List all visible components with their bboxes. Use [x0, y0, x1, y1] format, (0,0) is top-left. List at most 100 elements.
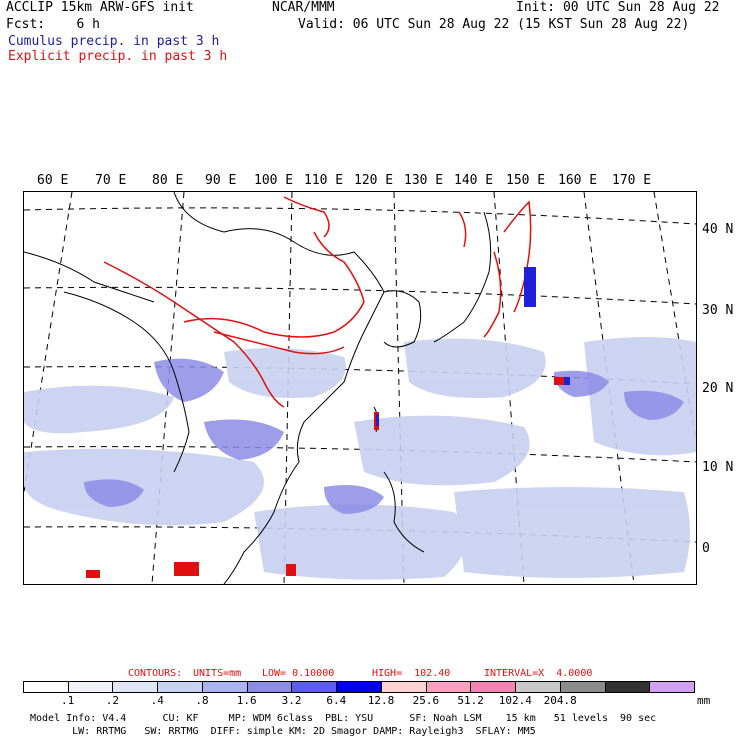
- parallel-line: [24, 207, 696, 225]
- cumulus-legend: Cumulus precip. in past 3 h: [8, 34, 220, 49]
- explicit-contour: [458, 211, 467, 248]
- explicit-cell: [554, 377, 566, 385]
- lat-label: 20 N: [702, 381, 734, 396]
- explicit-contour: [103, 261, 285, 408]
- explicit-legend: Explicit precip. in past 3 h: [8, 49, 228, 64]
- heavy-cell: [524, 267, 536, 307]
- coastline: [173, 192, 385, 584]
- precip-patch: [254, 504, 467, 580]
- explicit-cell: [86, 570, 100, 578]
- map-canvas: [24, 192, 696, 584]
- precip-patch: [24, 448, 264, 526]
- precip-patch: [354, 415, 530, 486]
- lat-label: 0: [702, 541, 710, 556]
- lon-label: 110 E: [304, 173, 344, 188]
- precip-patch: [224, 348, 346, 398]
- colorbar-tick: 51.2: [457, 694, 484, 707]
- contours-units: UNITS=mm: [193, 668, 242, 679]
- colorbar-swatch: [24, 682, 69, 692]
- heavy-cell: [376, 414, 379, 426]
- colorbar-swatch: [247, 682, 293, 692]
- precip-patch: [24, 385, 174, 434]
- colorbar-swatch: [650, 682, 695, 692]
- lon-label: 160 E: [558, 173, 598, 188]
- parallel-line: [24, 446, 696, 463]
- lon-label: 80 E: [152, 173, 184, 188]
- precip-patch: [624, 390, 684, 420]
- explicit-cell: [174, 562, 199, 576]
- precip-patch: [154, 358, 224, 402]
- colorbar-swatch: [113, 682, 159, 692]
- colorbar-swatch: [158, 682, 203, 692]
- explicit-precip: [103, 196, 532, 408]
- explicit-contour: [213, 331, 345, 355]
- lon-label: 120 E: [354, 173, 394, 188]
- explicit-contour: [183, 231, 365, 338]
- init-time: Init: 00 UTC Sun 28 Aug 22: [516, 0, 720, 15]
- island-outline: [383, 471, 425, 553]
- precip-patch: [404, 338, 546, 398]
- colorbar-swatch: [471, 682, 517, 692]
- model-info-line2: LW: RRTMG SW: RRTMG DIFF: simple KM: 2D …: [30, 726, 536, 737]
- colorbar-tick: 102.4: [498, 694, 532, 707]
- colorbar-swatch: [292, 682, 338, 692]
- colorbar-tick: 25.6: [412, 694, 440, 707]
- meridian-line: [24, 192, 73, 493]
- lon-label: 150 E: [506, 173, 546, 188]
- precip-patch: [454, 487, 690, 578]
- colorbar-swatch: [381, 682, 427, 692]
- explicit-contour: [283, 196, 330, 238]
- forecast-hour: Fcst: 6 h: [6, 17, 100, 32]
- medium-precip: [84, 358, 684, 514]
- lon-label: 130 E: [404, 173, 444, 188]
- colorbar-tick: 12.8: [367, 694, 395, 707]
- precip-map: [23, 191, 697, 585]
- colorbar-tick: 3.2: [281, 694, 302, 707]
- lon-label: 60 E: [37, 173, 69, 188]
- precip-patch: [84, 479, 144, 507]
- colorbar-tick: .4: [150, 694, 164, 707]
- lat-label: 30 N: [702, 303, 734, 318]
- border-line: [63, 291, 190, 473]
- colorbar-unit: mm: [697, 694, 711, 707]
- border-line: [24, 251, 155, 303]
- lon-label: 170 E: [612, 173, 652, 188]
- precip-patch: [324, 484, 384, 514]
- coastline: [383, 290, 422, 348]
- explicit-contour: [483, 200, 532, 338]
- lon-label: 100 E: [254, 173, 294, 188]
- model-title: ACCLIP 15km ARW-GFS init: [6, 0, 194, 15]
- valid-time: Valid: 06 UTC Sun 28 Aug 22 (15 KST Sun …: [298, 17, 690, 32]
- contours-interval: INTERVAL=X 4.0000: [484, 668, 593, 679]
- contours-label: CONTOURS:: [128, 668, 183, 679]
- colorbar-tick: .2: [105, 694, 120, 707]
- lon-label: 70 E: [95, 173, 127, 188]
- lon-label: 90 E: [205, 173, 237, 188]
- precip-patch: [204, 419, 284, 460]
- colorbar-tick: 1.6: [236, 694, 257, 707]
- colorbar-swatch: [68, 682, 114, 692]
- heavy-cell: [564, 377, 570, 385]
- contours-high: HIGH= 102.40: [372, 668, 451, 679]
- colorbar-swatch: [516, 682, 561, 692]
- colorbar-tick: 204.8: [543, 694, 577, 707]
- parallel-line: [24, 286, 696, 305]
- coastlines: [24, 192, 492, 584]
- heavy-cumulus: [376, 267, 570, 426]
- colorbar-tick: .1: [61, 694, 75, 707]
- contours-low: LOW= 0.10000: [262, 668, 335, 679]
- explicit-cell: [286, 564, 296, 576]
- colorbar-tick: 6.4: [326, 694, 347, 707]
- lat-label: 40 N: [702, 222, 734, 237]
- colorbar-swatch: [337, 682, 382, 692]
- lat-label: 10 N: [702, 460, 734, 475]
- colorbar-swatch: [560, 682, 606, 692]
- colorbar-tick: .8: [195, 694, 209, 707]
- precip-colorbar: [23, 681, 695, 693]
- colorbar-swatch: [202, 682, 248, 692]
- coastline: [433, 211, 492, 343]
- light-precip: [24, 337, 696, 580]
- model-info-line1: Model Info: V4.4 CU: KF MP: WDM 6class P…: [30, 713, 657, 724]
- lon-label: 140 E: [454, 173, 494, 188]
- colorbar-swatch: [605, 682, 651, 692]
